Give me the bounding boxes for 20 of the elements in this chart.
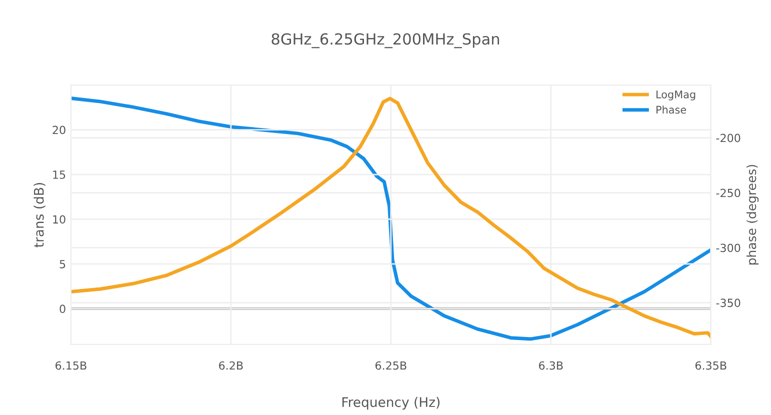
- x-tick-label: 6.15B: [56, 361, 86, 370]
- x-tick-label: 6.2B: [219, 361, 243, 370]
- y2-tick-label: -300: [716, 244, 740, 252]
- y-tick-label: 20: [52, 126, 66, 134]
- x-tick-label: 6.25B: [375, 361, 406, 370]
- y2-tick-label: -350: [716, 298, 740, 308]
- y-axis-title: trans (dB): [34, 182, 46, 248]
- y-tick-label: 0: [60, 304, 66, 314]
- x-tick-label: 6.35B: [695, 361, 726, 370]
- y-tick-label: 10: [53, 215, 66, 224]
- legend-label: Phase: [656, 106, 686, 114]
- x-axis-title: Frequency (Hz): [342, 396, 440, 410]
- y-tick-label: 5: [60, 260, 66, 268]
- y-tick-label: 15: [53, 170, 66, 179]
- y2-axis-title: phase (degrees): [746, 164, 759, 265]
- chart-title: 8GHz_6.25GHz_200MHz_Span: [272, 33, 500, 48]
- y2-tick-label: -250: [716, 188, 740, 198]
- y2-tick-label: -200: [716, 134, 740, 142]
- legend-label: LogMag: [656, 90, 696, 100]
- x-tick-label: 6.3B: [539, 361, 563, 370]
